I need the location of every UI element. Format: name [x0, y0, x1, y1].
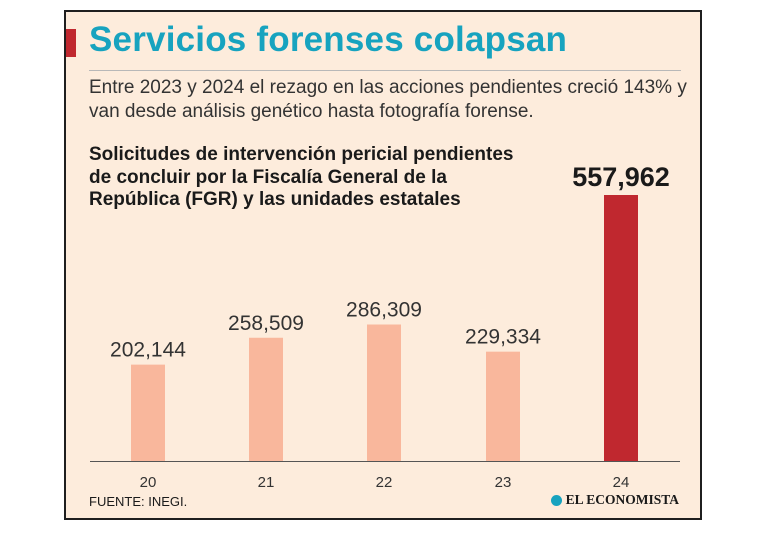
subtitle: Entre 2023 y 2024 el rezago en las accio…: [89, 77, 687, 122]
bar-23: [486, 351, 520, 461]
bar-22: [367, 324, 401, 461]
publisher-logo: EL ECONOMISTA: [550, 492, 679, 508]
x-tick-label-20: 20: [140, 474, 157, 491]
x-tick-label-21: 21: [258, 474, 275, 491]
title-accent-bar: [66, 29, 76, 57]
bar-24: [604, 195, 638, 461]
value-label-24: 557,962: [572, 162, 670, 192]
x-tick-label-22: 22: [376, 474, 393, 491]
source-note: FUENTE: INEGI.: [89, 494, 188, 509]
publisher-name: EL ECONOMISTA: [565, 492, 679, 507]
headline: Servicios forenses colapsan: [89, 20, 568, 59]
chart-title: Solicitudes de intervención pericial pen…: [89, 144, 514, 210]
bar-21: [249, 337, 283, 461]
value-label-20: 202,144: [110, 339, 186, 362]
x-tick-label-23: 23: [495, 474, 512, 491]
value-label-22: 286,309: [346, 299, 422, 322]
bar-20: [131, 364, 165, 461]
title-divider: [89, 70, 681, 71]
globe-icon: [550, 494, 562, 506]
value-label-21: 258,509: [228, 312, 304, 335]
value-label-23: 229,334: [465, 326, 541, 349]
x-tick-label-24: 24: [613, 474, 630, 491]
